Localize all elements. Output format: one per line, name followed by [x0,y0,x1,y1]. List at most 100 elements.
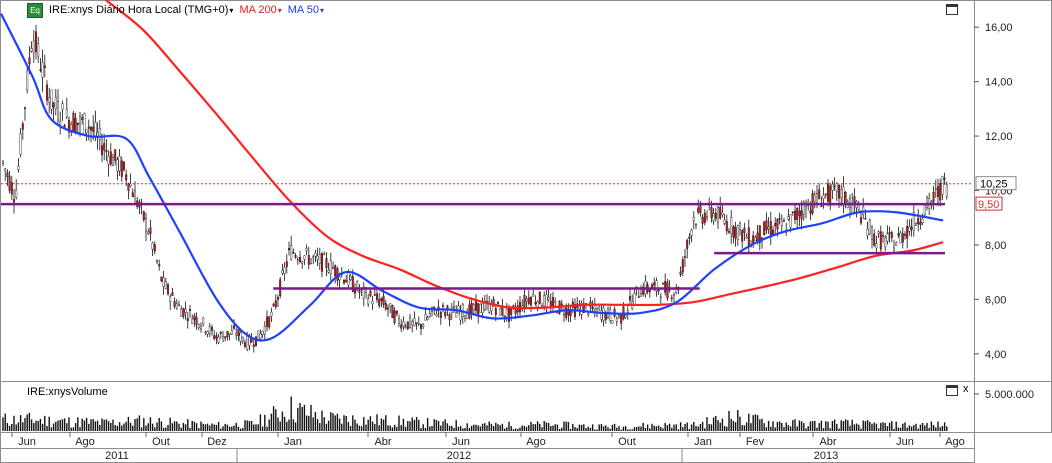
ma50-legend[interactable]: MA 50▾ [288,4,324,16]
price-bar-body [915,223,918,226]
volume-bar [235,422,237,431]
price-bar-body [147,231,150,234]
volume-bar [756,415,759,431]
price-bar-body [937,186,940,197]
price-bar-body [81,117,84,120]
price-bar-body [877,231,880,234]
volume-bar [668,423,671,431]
volume-bar [257,424,259,431]
volume-bar [4,413,6,431]
price-bar-body [453,306,456,308]
volume-bar [176,421,178,431]
volume-bar [336,413,339,431]
month-label: Abr [374,436,391,448]
price-bar-body [230,330,233,335]
volume-bar [354,419,356,431]
price-bar-body [934,188,937,190]
volume-bar [459,426,462,431]
price-bar-body [600,310,603,320]
price-bar-body [945,184,948,197]
price-bar-body [413,317,416,326]
volume-bar [281,411,284,431]
volume-bar [466,423,468,431]
volume-bar [226,424,229,431]
volume-bar [156,422,158,431]
price-bar-body [114,149,117,161]
price-bar-body [538,291,541,304]
volume-bar [646,424,649,431]
symbol-label[interactable]: IRE:xnys Diário Hora Local (TMG+0)▾ [49,4,233,16]
volume-bar [237,426,240,431]
volume-bar [127,416,130,431]
volume-bar [66,423,68,431]
price-bar-body [615,318,618,322]
price-bar-body [259,333,262,339]
volume-bar [288,419,290,431]
volume-bar [785,422,787,431]
volume-bar [74,423,77,431]
volume-bar [96,420,99,431]
price-bar-body [827,183,830,202]
volume-bar [622,426,625,431]
price-bar-body [177,304,180,306]
volume-bar [72,427,75,431]
volume-bar [611,424,614,431]
price-bar-body [787,216,790,220]
price-bar-body [246,335,249,350]
price-bar-body [52,102,55,108]
volume-bar [116,425,119,431]
price-series-group [2,24,948,353]
ma200-legend[interactable]: MA 200▾ [239,4,281,16]
volume-bar [739,416,741,431]
price-bar-body [492,299,495,307]
volume-bar [642,422,644,431]
equity-badge[interactable]: Eq [27,2,43,18]
price-bar-body [838,184,841,199]
price-bar-body [800,210,803,220]
volume-bar [59,419,61,431]
volume-bar [468,427,471,431]
volume-bar [325,423,328,431]
ma50-dropdown-icon[interactable]: ▾ [319,6,324,15]
price-bar-body [4,168,7,171]
y-tick-label: 4,00 [985,349,1006,361]
volume-bar [107,421,110,431]
volume-bar [169,417,171,431]
price-bar-body [428,313,431,317]
volume-bar [875,423,878,431]
maximize-price-panel-icon[interactable] [946,4,958,15]
volume-bar [550,426,552,431]
volume-bar [147,423,149,431]
volume-bar [521,425,523,431]
volume-bar [543,420,545,431]
volume-bar [497,424,499,431]
volume-bar [484,423,486,431]
close-volume-panel-icon[interactable]: x [963,383,969,395]
volume-bar [708,423,710,431]
volume-bar [492,426,495,431]
volume-bar [448,425,451,431]
price-bar-body [292,252,295,254]
symbol-dropdown-icon[interactable]: ▾ [229,6,234,15]
volume-bar [360,426,363,431]
volume-bar [371,421,374,431]
price-bar-body [186,318,189,322]
volume-bar [796,426,798,431]
volume-bar [728,410,730,431]
volume-bar [609,428,611,431]
price-bar-body [710,206,713,218]
volume-bar [187,419,189,431]
volume-bar [129,422,132,431]
volume-bar [701,421,704,431]
price-bar-body [125,174,128,181]
price-bar-body [926,197,929,208]
volume-bar [844,419,847,431]
volume-bar [314,412,317,431]
volume-bars-group: 5.000.000 [2,389,1034,431]
maximize-volume-panel-icon[interactable] [946,385,958,396]
ma200-dropdown-icon[interactable]: ▾ [277,6,282,15]
price-bar-body [479,304,482,313]
volume-bar [48,416,50,431]
price-bar-body [334,265,337,277]
horizontal-lines-group [1,183,972,290]
